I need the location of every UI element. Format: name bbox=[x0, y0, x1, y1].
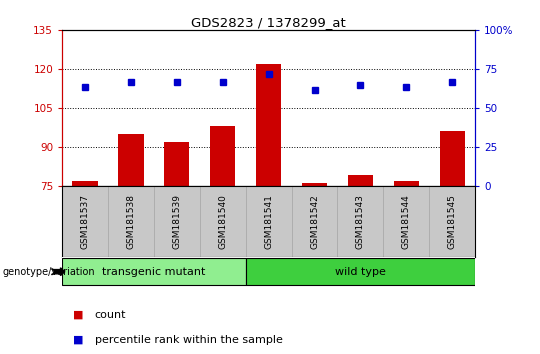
Text: GSM181537: GSM181537 bbox=[80, 194, 90, 249]
Text: GSM181542: GSM181542 bbox=[310, 194, 319, 249]
Text: percentile rank within the sample: percentile rank within the sample bbox=[94, 335, 282, 345]
Text: count: count bbox=[94, 310, 126, 320]
Bar bbox=[210, 126, 235, 186]
Text: ■: ■ bbox=[73, 310, 83, 320]
Title: GDS2823 / 1378299_at: GDS2823 / 1378299_at bbox=[191, 16, 346, 29]
Text: GSM181538: GSM181538 bbox=[126, 194, 136, 249]
Text: wild type: wild type bbox=[335, 267, 386, 277]
Bar bbox=[348, 176, 373, 186]
Bar bbox=[62, 258, 246, 285]
Bar bbox=[246, 258, 475, 285]
Text: GSM181545: GSM181545 bbox=[448, 194, 457, 249]
Text: transgenic mutant: transgenic mutant bbox=[102, 267, 206, 277]
Bar bbox=[394, 181, 419, 186]
Bar bbox=[440, 131, 465, 186]
Text: GSM181539: GSM181539 bbox=[172, 194, 181, 249]
Text: GSM181544: GSM181544 bbox=[402, 194, 411, 249]
Bar bbox=[164, 142, 190, 186]
Text: GSM181540: GSM181540 bbox=[218, 194, 227, 249]
Bar bbox=[118, 134, 144, 186]
Bar bbox=[302, 183, 327, 186]
Text: ■: ■ bbox=[73, 335, 83, 345]
Text: GSM181541: GSM181541 bbox=[264, 194, 273, 249]
Bar bbox=[72, 181, 98, 186]
Text: GSM181543: GSM181543 bbox=[356, 194, 365, 249]
Bar bbox=[256, 64, 281, 186]
Text: genotype/variation: genotype/variation bbox=[3, 267, 96, 277]
